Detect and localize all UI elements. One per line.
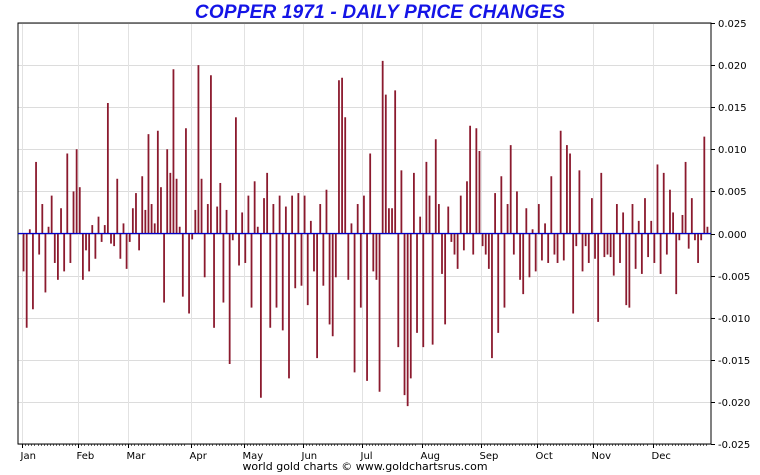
x-tick-label: Jul [360, 451, 373, 462]
x-tick-label: Mar [127, 451, 147, 462]
bars [22, 60, 709, 407]
x-tick-label: Jun [301, 451, 318, 462]
y-tick-label: -0.015 [718, 356, 750, 367]
y-tick-label: 0.000 [718, 230, 747, 241]
y-tick-label: -0.005 [718, 272, 750, 283]
y-tick-label: 0.025 [718, 19, 747, 30]
y-tick-label: 0.010 [718, 145, 747, 156]
x-tick-label: Apr [190, 451, 208, 462]
chart-title: COPPER 1971 - DAILY PRICE CHANGES [194, 2, 566, 23]
y-tick-label: -0.020 [718, 398, 750, 409]
x-tick-label: Aug [421, 451, 441, 462]
y-tick-label: -0.010 [718, 314, 750, 325]
x-tick-label: Oct [536, 451, 553, 462]
x-tick-label: Feb [77, 451, 95, 462]
y-axis: 0.025 0.020 0.015 0.010 0.005 0.000 -0.005 -0.0… [711, 19, 750, 451]
footer-credit: world gold charts © www.goldchartsrus.co… [242, 460, 488, 473]
x-tick-label: Dec [652, 451, 671, 462]
x-tick-label: May [243, 451, 264, 462]
x-tick-label: Nov [592, 451, 612, 462]
x-tick-label: Jan [20, 451, 36, 462]
y-tick-label: 0.005 [718, 187, 747, 198]
y-tick-label: 0.020 [718, 61, 747, 72]
x-axis: Jan Feb Mar Apr May Jun Jul Aug Sep Oct Nov Dec [20, 444, 707, 462]
x-tick-label: Sep [480, 451, 499, 462]
y-tick-label: 0.015 [718, 103, 747, 114]
y-tick-label: -0.025 [718, 440, 750, 451]
